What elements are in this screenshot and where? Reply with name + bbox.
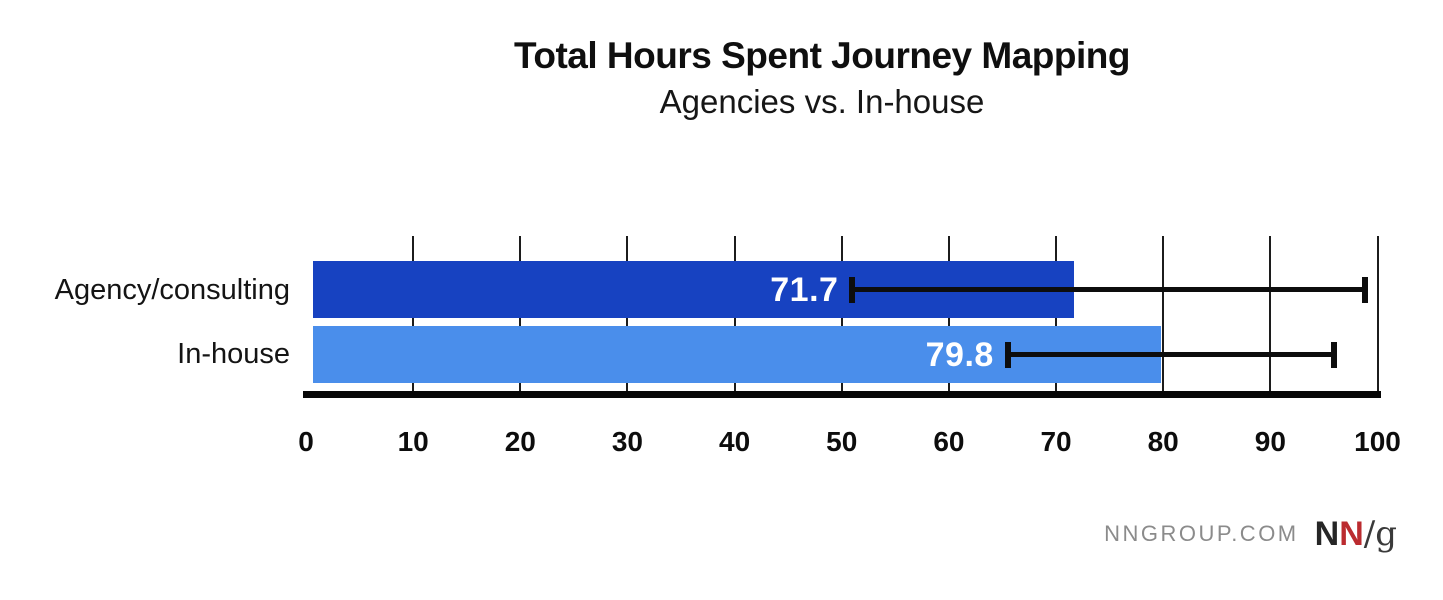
x-tick-label-30: 30 bbox=[611, 426, 644, 457]
category-label-agency-consulting: Agency/consulting bbox=[54, 274, 290, 306]
nng-logo-n1: N bbox=[1314, 515, 1340, 553]
x-tick-label-40: 40 bbox=[719, 426, 751, 457]
nng-logo: NN/g bbox=[1315, 514, 1397, 554]
x-tick-label-90: 90 bbox=[1254, 426, 1286, 457]
error-bar-in-house bbox=[1007, 352, 1334, 357]
error-bar-cap-low bbox=[849, 276, 856, 303]
gridline-80 bbox=[1162, 236, 1165, 391]
category-label-in-house: In-house bbox=[177, 338, 290, 370]
error-bar-cap-high bbox=[1330, 341, 1337, 368]
error-bar-cap-high bbox=[1361, 276, 1368, 303]
error-bar-agency-consulting bbox=[852, 287, 1365, 292]
x-tick-label-100: 100 bbox=[1354, 426, 1401, 457]
bar-value-label-agency-consulting: 71.7 bbox=[770, 270, 839, 309]
x-tick-label-80: 80 bbox=[1147, 426, 1179, 457]
footer: NNGROUP.COM NN/g bbox=[1104, 514, 1397, 554]
x-tick-label-60: 60 bbox=[933, 426, 965, 457]
nng-logo-slash-g: /g bbox=[1363, 514, 1397, 554]
chart-title: Total Hours Spent Journey Mapping bbox=[514, 35, 1130, 76]
error-bar-cap-low bbox=[1004, 341, 1011, 368]
chart-header: Total Hours Spent Journey Mapping Agenci… bbox=[306, 35, 1338, 120]
x-tick-label-10: 10 bbox=[397, 426, 429, 457]
bar-value-label-in-house: 79.8 bbox=[925, 335, 994, 374]
gridline-100 bbox=[1376, 236, 1379, 391]
x-axis-line bbox=[303, 391, 1381, 398]
nng-logo-n2: N bbox=[1339, 515, 1364, 553]
gridline-90 bbox=[1269, 236, 1272, 391]
nngroup-url: NNGROUP.COM bbox=[1104, 521, 1299, 546]
x-tick-label-20: 20 bbox=[504, 426, 536, 457]
x-tick-label-50: 50 bbox=[826, 426, 858, 457]
chart-subtitle: Agencies vs. In-house bbox=[659, 82, 985, 120]
x-tick-label-70: 70 bbox=[1040, 426, 1072, 457]
x-tick-label-0: 0 bbox=[298, 426, 314, 457]
